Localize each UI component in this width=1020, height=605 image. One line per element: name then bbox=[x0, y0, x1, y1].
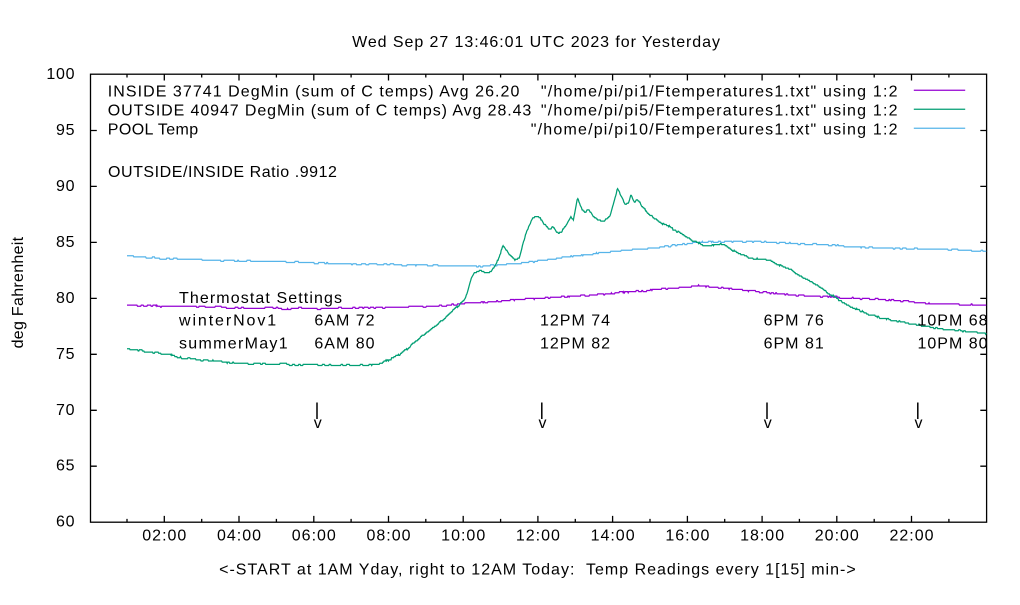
svg-text:"/home/pi/pi1/Ftemperatures1.t: "/home/pi/pi1/Ftemperatures1.txt" using … bbox=[541, 84, 899, 101]
svg-text:18:00: 18:00 bbox=[740, 528, 785, 545]
svg-text:deg Fahrenheit: deg Fahrenheit bbox=[10, 236, 27, 348]
svg-text:OUTSIDE 40947 DegMin (sum of C: OUTSIDE 40947 DegMin (sum of C temps) Av… bbox=[108, 102, 532, 119]
svg-text:04:00: 04:00 bbox=[217, 528, 262, 545]
svg-text:6AM 72: 6AM 72 bbox=[314, 313, 375, 330]
svg-text:10PM 80: 10PM 80 bbox=[918, 336, 989, 353]
svg-text:Thermostat Settings: Thermostat Settings bbox=[179, 290, 343, 307]
svg-text:12PM 82: 12PM 82 bbox=[540, 336, 611, 353]
svg-text:6AM 80: 6AM 80 bbox=[314, 336, 375, 353]
svg-text:"/home/pi/pi10/Ftemperatures1.: "/home/pi/pi10/Ftemperatures1.txt" using… bbox=[531, 121, 899, 138]
svg-text:v: v bbox=[539, 415, 547, 432]
svg-text:16:00: 16:00 bbox=[665, 528, 710, 545]
svg-text:85: 85 bbox=[56, 234, 75, 251]
svg-text:10PM 68: 10PM 68 bbox=[918, 313, 989, 330]
svg-text:06:00: 06:00 bbox=[292, 528, 337, 545]
svg-text:65: 65 bbox=[56, 458, 75, 475]
svg-text:70: 70 bbox=[56, 402, 75, 419]
svg-text:summerMay1: summerMay1 bbox=[179, 336, 289, 353]
svg-text:<-START at 1AM Yday, right to: <-START at 1AM Yday, right to 12AM Today… bbox=[219, 561, 857, 578]
svg-text:v: v bbox=[764, 415, 772, 432]
svg-text:OUTSIDE/INSIDE Ratio .9912: OUTSIDE/INSIDE Ratio .9912 bbox=[108, 164, 338, 181]
svg-text:100: 100 bbox=[46, 66, 75, 83]
svg-text:22:00: 22:00 bbox=[889, 528, 934, 545]
svg-text:20:00: 20:00 bbox=[815, 528, 860, 545]
svg-text:v: v bbox=[314, 415, 322, 432]
svg-text:v: v bbox=[915, 415, 923, 432]
svg-text:winterNov1: winterNov1 bbox=[178, 313, 278, 330]
svg-text:95: 95 bbox=[56, 122, 75, 139]
svg-text:12:00: 12:00 bbox=[516, 528, 561, 545]
svg-text:6PM 81: 6PM 81 bbox=[764, 336, 825, 353]
svg-text:75: 75 bbox=[56, 346, 75, 363]
svg-text:10:00: 10:00 bbox=[441, 528, 486, 545]
svg-text:08:00: 08:00 bbox=[366, 528, 411, 545]
svg-text:INSIDE 37741 DegMin (sum of C: INSIDE 37741 DegMin (sum of C temps) Avg… bbox=[108, 84, 521, 101]
svg-text:POOL Temp: POOL Temp bbox=[108, 121, 199, 138]
svg-text:6PM 76: 6PM 76 bbox=[764, 313, 825, 330]
svg-text:02:00: 02:00 bbox=[142, 528, 187, 545]
svg-text:60: 60 bbox=[56, 514, 75, 531]
svg-text:Wed Sep 27 13:46:01 UTC 2023 f: Wed Sep 27 13:46:01 UTC 2023 for Yesterd… bbox=[352, 34, 721, 51]
svg-text:"/home/pi/pi5/Ftemperatures1.t: "/home/pi/pi5/Ftemperatures1.txt" using … bbox=[541, 102, 899, 119]
svg-text:14:00: 14:00 bbox=[591, 528, 636, 545]
svg-text:80: 80 bbox=[56, 290, 75, 307]
svg-text:12PM 74: 12PM 74 bbox=[540, 313, 611, 330]
svg-text:90: 90 bbox=[56, 178, 75, 195]
